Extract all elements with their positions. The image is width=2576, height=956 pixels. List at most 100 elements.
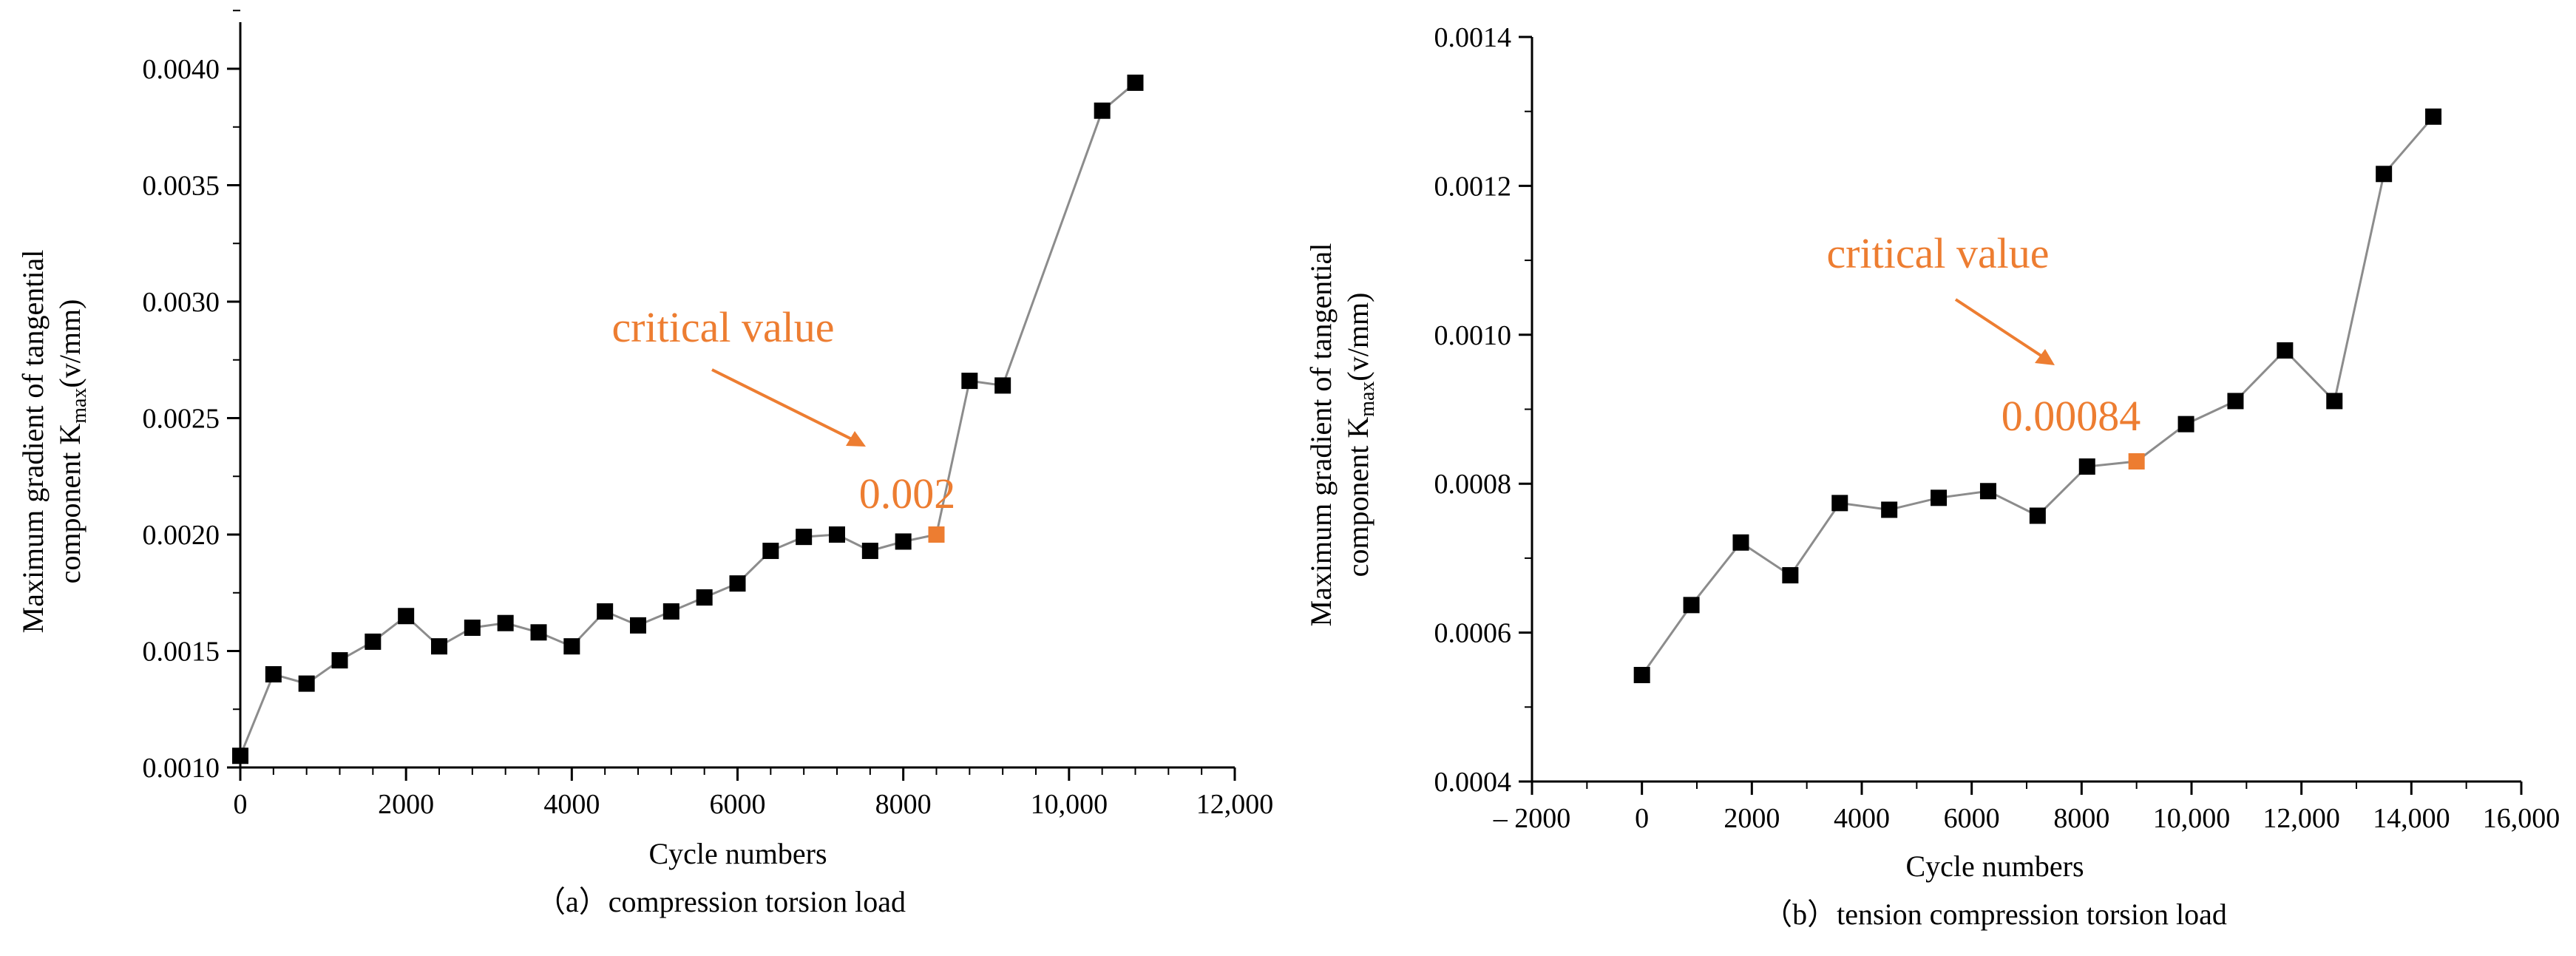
- panel-a-annotation-arrow-shaft: [711, 368, 858, 444]
- panel-b-x-axis-title: Cycle numbers: [1905, 850, 2084, 883]
- panel-b-x-tick-label: 6000: [1944, 803, 2000, 834]
- panel-b-x-tick-label: 2000: [1723, 803, 1780, 834]
- panel-a-data-point: [696, 589, 713, 606]
- panel-a-x-tick-label: 6000: [710, 789, 766, 820]
- panel-a-x-tick-label: 10,000: [1031, 789, 1108, 820]
- panel-b-y-axis-title-subscript: max: [1356, 382, 1379, 417]
- panel-a-data-point: [861, 543, 878, 560]
- panel-a: 0 2000 4000 6000 8000 10,000 12,000 0.0010 0.001…: [16, 10, 1273, 918]
- panel-a-data-point: [431, 638, 447, 655]
- panel-b-y-axis-title: Maximum gradient of tangential component…: [1304, 243, 1379, 627]
- panel-a-data-point: [994, 377, 1011, 394]
- panel-a-caption: （a）compression torsion load: [536, 885, 906, 918]
- panel-b-y-axis-title-suffix: (v/mm): [1341, 293, 1375, 382]
- panel-b-y-axis-title-line1: Maximum gradient of tangential: [1304, 243, 1338, 627]
- panel-a-y-axis-title-line2: component Kmax(v/mm): [53, 299, 91, 584]
- panel-a-data-point: [365, 633, 382, 650]
- panel-b-y-axis-title-line2: component Kmax(v/mm): [1341, 293, 1379, 577]
- panel-b-data-point: [2425, 108, 2442, 125]
- panel-a-annotation-value: 0.002: [859, 469, 956, 518]
- panel-a-x-axis-title: Cycle numbers: [648, 837, 827, 870]
- panel-a-annotation-title: critical value: [611, 303, 834, 351]
- panel-b-y-tick-label: 0.0008: [1434, 469, 1512, 500]
- panel-a-data-point: [961, 373, 978, 390]
- panel-b-data-point: [1979, 483, 1996, 500]
- panel-a-y-axis-title-subscript: max: [68, 388, 91, 424]
- panel-a-y-tick-label: 0.0015: [143, 637, 220, 668]
- panel-b-x-tick-label: 12,000: [2263, 803, 2340, 834]
- panel-a-x-tick-label: 8000: [875, 789, 932, 820]
- panel-b-annotation-title: critical value: [1826, 229, 2049, 277]
- panel-b-y-tick-label: 0.0014: [1434, 22, 1512, 53]
- panel-b-series: [1633, 108, 2442, 683]
- panel-a-series: [232, 74, 1144, 765]
- panel-b-data-point: [1881, 501, 1898, 518]
- panel-a-y-tick-label: 0.0020: [143, 520, 220, 551]
- panel-b-annotation-value: 0.00084: [2002, 392, 2141, 440]
- panel-a-data-point: [331, 652, 348, 669]
- panel-a-y-axis-title-prefix: component K: [53, 424, 87, 584]
- panel-b-x-tick-label: 16,000: [2483, 803, 2560, 834]
- panel-b-data-point: [1732, 534, 1749, 551]
- panel-a-data-point: [398, 608, 415, 625]
- panel-a-x-tick-label: 4000: [543, 789, 600, 820]
- panel-b-data-point: [1831, 495, 1848, 512]
- panel-b-y-tick-label: 0.0012: [1434, 171, 1512, 202]
- panel-a-data-point: [232, 747, 248, 765]
- panel-a-data-point: [796, 529, 813, 546]
- panel-a-data-point: [597, 603, 614, 620]
- panel-a-data-point: [662, 603, 679, 620]
- panel-b-y-tick-label: 0.0006: [1434, 618, 1512, 649]
- panel-a-data-point: [829, 526, 845, 543]
- panel-b-data-point: [2029, 507, 2046, 524]
- panel-a-data-point: [762, 543, 779, 560]
- panel-b-y-tick-label: 0.0004: [1434, 767, 1512, 798]
- panel-b-x-tick-label: 0: [1635, 803, 1649, 834]
- panel-a-data-point: [1127, 74, 1144, 91]
- panel-b-critical-point: [2128, 452, 2145, 469]
- panel-b-axes: – 2000 0 2000 4000 6000 8000 10,000 12,000 14,00…: [1434, 22, 2560, 834]
- panel-a-y-tick-label: 0.0030: [143, 287, 220, 318]
- panel-a-data-point: [563, 638, 580, 655]
- panel-a-y-tick-label: 0.0040: [143, 54, 220, 85]
- panel-a-y-tick-label: 0.0035: [143, 171, 220, 202]
- panel-a-critical-point: [928, 526, 945, 543]
- panel-b-data-point: [2177, 416, 2194, 433]
- panel-a-y-axis-title-suffix: (v/mm): [53, 299, 87, 388]
- panel-b-data-point: [2277, 342, 2294, 359]
- panel-b: – 2000 0 2000 4000 6000 8000 10,000 12,000 14,00…: [1304, 22, 2560, 931]
- panel-b-x-tick-label: – 2000: [1493, 803, 1571, 834]
- panel-b-annotation-arrow-shaft: [1954, 298, 2048, 361]
- panel-a-y-tick-label: 0.0010: [143, 753, 220, 784]
- panel-a-data-point: [1094, 102, 1111, 119]
- panel-b-x-tick-label: 4000: [1834, 803, 1890, 834]
- panel-a-data-point: [464, 620, 481, 636]
- panel-a-x-tick-label: 2000: [378, 789, 434, 820]
- panel-a-data-point: [530, 624, 547, 641]
- panel-a-annotation-arrow-head: [846, 431, 866, 447]
- panel-b-x-tick-label: 14,000: [2373, 803, 2450, 834]
- panel-b-data-point: [1683, 597, 1700, 614]
- panel-b-caption: （b）tension compression torsion load: [1763, 898, 2227, 931]
- panel-b-data-point: [2078, 458, 2095, 475]
- panel-a-x-tick-label: 0: [234, 789, 248, 820]
- panel-b-data-point: [2376, 166, 2393, 183]
- panel-b-data-point: [1931, 489, 1948, 506]
- panel-a-data-point: [298, 675, 315, 692]
- panel-a-y-axis-title: Maximum gradient of tangential component…: [16, 250, 91, 634]
- panel-a-data-point: [895, 533, 912, 550]
- panel-a-y-tick-label: 0.0025: [143, 404, 220, 435]
- panel-a-data-point: [497, 614, 514, 631]
- panel-a-x-tick-label: 12,000: [1196, 789, 1274, 820]
- panel-b-annotation-arrow-head: [2035, 349, 2055, 365]
- panel-b-y-axis-title-prefix: component K: [1341, 417, 1375, 577]
- panel-b-data-point: [1633, 666, 1650, 683]
- panel-b-x-tick-label: 8000: [2053, 803, 2109, 834]
- panel-b-x-tick-label: 10,000: [2153, 803, 2231, 834]
- panel-b-data-point: [2326, 393, 2343, 410]
- panel-b-y-tick-label: 0.0010: [1434, 320, 1512, 351]
- panel-a-axes: 0 2000 4000 6000 8000 10,000 12,000 0.0010 0.001…: [143, 10, 1274, 820]
